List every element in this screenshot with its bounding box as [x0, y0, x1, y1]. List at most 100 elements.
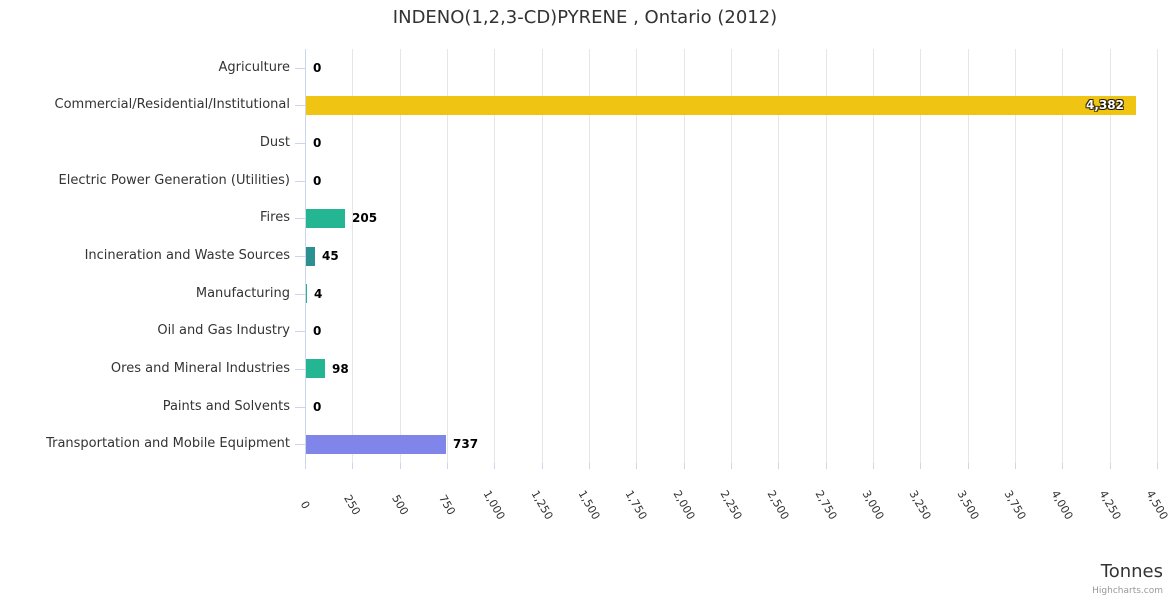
x-gridline — [1062, 49, 1064, 463]
y-axis-tick — [295, 444, 305, 445]
y-axis-tick — [295, 331, 305, 332]
category-label: Manufacturing — [195, 285, 290, 301]
x-axis-tick — [731, 463, 732, 469]
value-label: 0 — [313, 173, 322, 188]
x-axis-tick — [447, 463, 448, 469]
x-gridline — [731, 49, 732, 463]
category-label: Commercial/Residential/Institutional — [54, 97, 291, 113]
x-axis-tick — [967, 463, 969, 469]
chart-title: INDENO(1,2,3-CD)PYRENE , Ontario (2012) — [392, 7, 778, 28]
x-axis-tick — [541, 463, 543, 469]
x-axis-tick — [399, 463, 401, 469]
value-label: 4 — [314, 286, 323, 301]
x-gridline — [447, 49, 448, 463]
x-axis-tick — [352, 463, 354, 469]
x-axis-tick — [778, 463, 780, 469]
value-label: 0 — [313, 60, 322, 75]
x-axis-tick — [589, 463, 590, 469]
value-label: 205 — [352, 211, 378, 226]
x-axis-tick-label: 0 — [297, 498, 313, 512]
x-axis-tick — [1062, 463, 1064, 469]
y-axis-tick — [295, 407, 305, 408]
x-axis-tick-label: 2,000 — [670, 488, 698, 522]
y-axis-line — [305, 49, 306, 463]
x-axis-tick-label: 4,000 — [1048, 488, 1076, 522]
x-axis-tick-label: 250 — [341, 492, 364, 518]
x-axis-tick — [494, 463, 496, 469]
x-axis-tick-label: 2,250 — [717, 488, 745, 522]
bar[interactable] — [306, 284, 307, 304]
category-label: Agriculture — [218, 59, 291, 75]
value-label: 4,382 — [1086, 98, 1124, 113]
x-axis-tick-label: 1,000 — [480, 488, 508, 522]
y-axis-tick — [295, 105, 305, 106]
category-label: Dust — [259, 135, 290, 151]
bar[interactable] — [306, 434, 446, 454]
category-label: Electric Power Generation (Utilities) — [58, 172, 290, 188]
x-axis-tick — [1157, 463, 1158, 469]
value-label: 0 — [313, 324, 322, 339]
category-label: Incineration and Waste Sources — [84, 248, 290, 263]
y-axis-tick — [295, 294, 305, 295]
y-axis-tick — [295, 181, 305, 182]
x-axis-tick-label: 1,500 — [575, 488, 603, 522]
bar[interactable] — [306, 95, 1136, 115]
bar[interactable] — [306, 359, 325, 379]
y-axis-tick — [295, 68, 305, 69]
x-axis-tick-label: 500 — [388, 492, 411, 518]
x-gridline — [1157, 49, 1158, 463]
category-label: Ores and Mineral Industries — [110, 360, 290, 376]
category-label: Fires — [260, 210, 290, 226]
x-gridline — [636, 49, 638, 463]
x-axis-tick-label: 1,750 — [622, 488, 650, 522]
x-axis-tick — [1015, 463, 1016, 469]
x-axis-tick-label: 4,500 — [1143, 488, 1170, 522]
category-label: Oil and Gas Industry — [157, 323, 290, 339]
value-label: 737 — [453, 437, 479, 452]
value-label: 98 — [332, 361, 349, 376]
x-axis-tick-label: 1,250 — [528, 488, 556, 522]
x-gridline — [541, 49, 543, 463]
x-axis-tick-label: 4,250 — [1096, 488, 1124, 522]
category-label: Paints and Solvents — [162, 398, 290, 414]
x-gridline — [873, 49, 874, 463]
x-axis-tick-label: 3,500 — [954, 488, 982, 522]
x-gridline — [825, 49, 827, 463]
x-gridline — [399, 49, 401, 463]
x-gridline — [967, 49, 969, 463]
x-axis-tick-label: 3,750 — [1001, 488, 1029, 522]
y-axis-tick — [295, 256, 305, 257]
y-axis-tick — [295, 369, 305, 370]
x-axis-tick — [683, 463, 685, 469]
x-axis-tick-label: 3,250 — [906, 488, 934, 522]
bar[interactable] — [306, 246, 315, 266]
x-gridline — [352, 49, 354, 463]
x-gridline — [494, 49, 496, 463]
x-gridline — [589, 49, 590, 463]
x-gridline — [1015, 49, 1016, 463]
bar[interactable] — [306, 208, 345, 228]
x-axis-tick — [825, 463, 827, 469]
x-axis-tick — [636, 463, 638, 469]
x-gridline — [1109, 49, 1111, 463]
y-axis-tick — [295, 143, 305, 144]
x-axis-title: Tonnes — [1100, 561, 1163, 582]
x-axis-tick — [920, 463, 922, 469]
x-axis-tick — [873, 463, 874, 469]
x-axis-tick — [1109, 463, 1111, 469]
value-label: 0 — [313, 399, 322, 414]
y-axis-tick — [295, 218, 305, 219]
x-axis-tick-label: 2,500 — [764, 488, 792, 522]
x-axis-tick-label: 750 — [436, 492, 458, 518]
category-label: Transportation and Mobile Equipment — [46, 436, 290, 452]
value-label: 0 — [313, 136, 322, 151]
value-label: 45 — [322, 249, 339, 263]
x-gridline — [683, 49, 685, 463]
x-gridline — [920, 49, 922, 463]
x-axis-tick-label: 3,000 — [859, 488, 887, 522]
x-gridline — [778, 49, 780, 463]
x-axis-tick-label: 2,750 — [812, 488, 840, 522]
highcharts-credit-link[interactable]: Highcharts.com — [1092, 586, 1163, 596]
x-axis-tick — [305, 463, 306, 469]
